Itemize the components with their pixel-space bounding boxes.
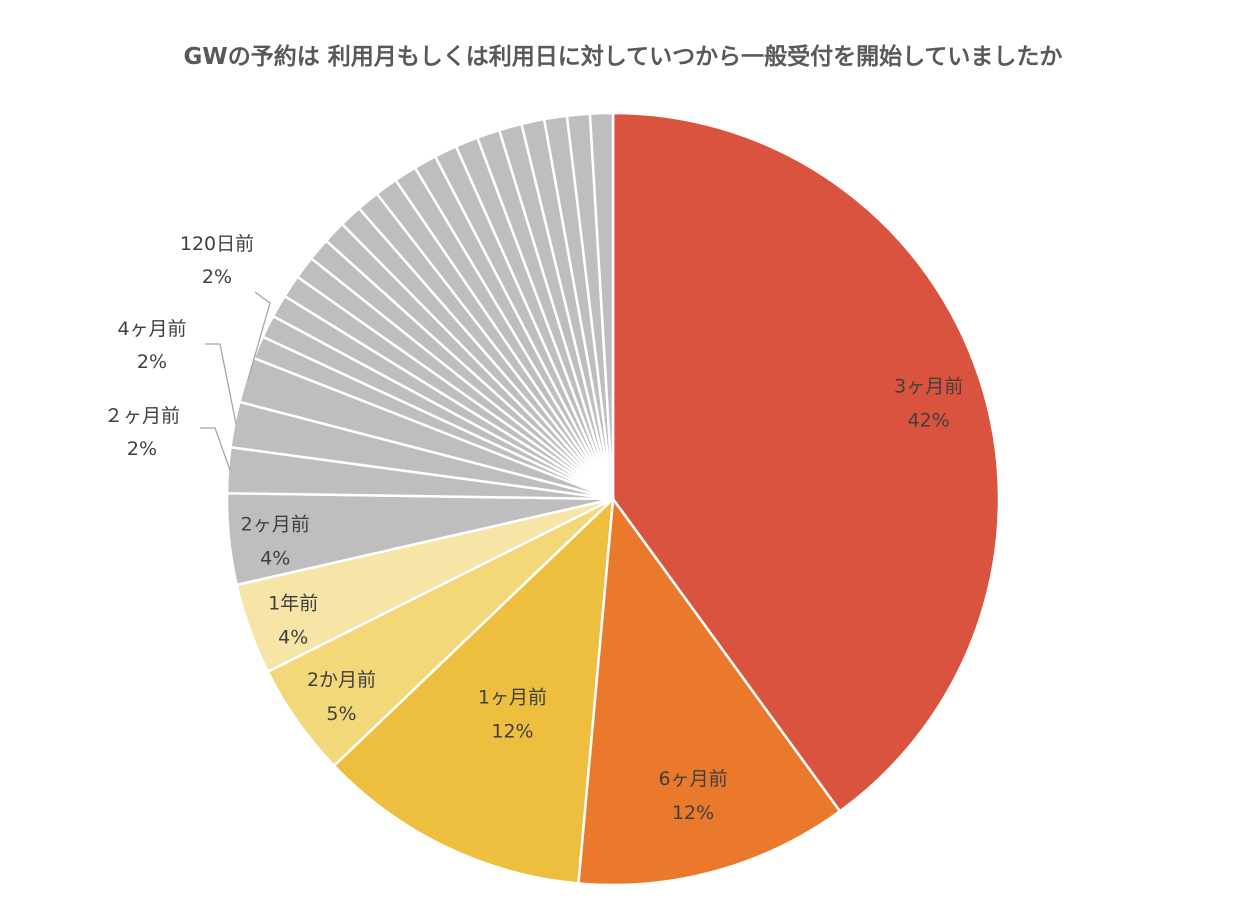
slice-labels: 3ヶ月前 42% 6ヶ月前 12% 1ヶ月前 12% 2か月前 5% 1年前 4% 2ヶ月前 4% ２ヶ… [104,233,963,824]
chart-title: GWの予約は 利用月もしくは利用日に対していつから一般受付を開始していましたか [184,43,1063,70]
pie-slice-28 [588,111,615,500]
slice-label: 6ヶ月前 12% [659,768,728,824]
slice-category-label: 1年前 [268,593,318,615]
slice-category-label: 4ヶ月前 [117,318,186,340]
slice-category-label: 3ヶ月前 [894,375,963,397]
slice-category-label: 1ヶ月前 [478,687,547,709]
leader-line [205,343,237,425]
slice-percent-label: 4% [278,627,308,649]
slice-label-outside: 4ヶ月前 2% [117,318,186,373]
slice-percent-label: 12% [672,802,714,824]
slice-label-outside: 120日前 2% [180,233,254,288]
pie-slice-3ヶ月前 [611,111,1001,814]
leader-line [200,427,231,471]
slice-category-label: 6ヶ月前 [659,768,728,790]
slice-label: 3ヶ月前 42% [894,375,963,431]
slice-category-label: 2ヶ月前 [241,514,310,536]
pie-slice-6ヶ月前 [577,495,842,887]
slice-percent-label: 5% [326,703,356,725]
slice-label-outside: ２ヶ月前 2% [104,405,180,460]
pie-slices [225,111,1001,887]
slice-percent-label: 2% [202,266,232,288]
leader-line [247,291,271,381]
slice-percent-label: 2% [137,351,167,373]
slice-percent-label: 42% [908,409,950,431]
slice-category-label: ２ヶ月前 [104,405,180,427]
slice-percent-label: 12% [491,721,533,743]
slice-label: 1ヶ月前 12% [478,687,547,743]
slice-label: 1年前 4% [268,593,318,649]
slice-label: 2ヶ月前 4% [241,514,310,570]
slice-percent-label: 4% [260,548,290,570]
pie-slice-1ヶ月前 [332,495,615,885]
leader-lines [200,291,271,471]
slice-percent-label: 2% [127,438,157,460]
slice-category-label: 2か月前 [307,669,376,691]
slice-label: 2か月前 5% [307,669,376,725]
slice-category-label: 120日前 [180,233,254,255]
